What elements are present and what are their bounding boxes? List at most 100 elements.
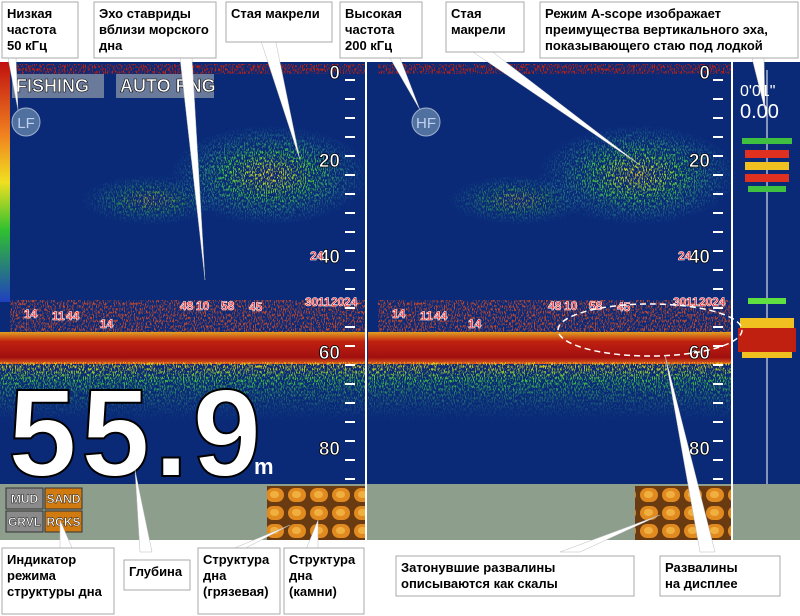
callout-text: Стая [451,6,482,21]
fish-size-label: 58 [589,299,603,313]
depth-scale-label: 0 [699,63,710,84]
fish-size-label: 45 [249,300,263,314]
callout-box [339,1,423,59]
mode-label: FISHING [16,76,89,96]
callout-box [1,547,115,615]
fish-size-label: 10 [196,299,210,313]
callout-box [283,547,365,615]
callout-text: Режим A-scope изображает [545,6,721,21]
depth-scale-label: 20 [319,151,340,172]
fish-size-label: 30 [305,295,319,309]
depth-scale-label: 40 [689,247,710,268]
callout-box [539,1,799,59]
seabed [368,332,733,364]
fish-size-label: 44 [434,309,448,323]
mode-box [12,74,104,98]
callout-text: преимущества вертикального эха, [545,22,768,37]
callout-text: Стая макрели [231,6,320,21]
callout-text: Индикатор [7,552,76,567]
depth-scale-label: 80 [319,439,340,460]
callout-box [445,1,525,53]
fish-size-label: 11 [686,295,699,309]
callout-text: Низкая [7,6,52,21]
depth-scale-label: 40 [319,247,340,268]
freq-badge [411,107,441,137]
ascope-echo [738,138,796,358]
callout-text: дна [99,38,123,53]
fish-size-label: 24 [712,295,726,309]
callout-text: Высокая [345,6,402,21]
depth-scale-label: 60 [319,343,340,364]
range-box [116,74,214,98]
callout-box [93,1,217,59]
fish-school [80,175,220,225]
callout-text: вблизи морского [99,22,209,37]
callout-text: режима [7,568,57,583]
callout-text: Структура [289,552,356,567]
callout-box [659,555,781,597]
callout-text: Эхо ставриды [99,6,191,21]
callout-text: дна [289,568,313,583]
color-scale [0,62,10,302]
fish-size-label: 48 [180,299,194,313]
fish-size-label: 11 [52,309,65,323]
fish-size-label: 24 [310,249,324,263]
callout-text: показывающего стаю под лодкой [545,38,763,53]
bottom-type-box [5,487,44,510]
freq-label: LF [17,115,35,132]
fish-size-label: 58 [221,299,235,313]
depth-unit: m [254,454,274,479]
bottom-type-box [44,487,83,510]
callout-box [395,555,635,597]
fish-school [448,175,588,225]
depth-scale-label: 60 [689,343,710,364]
fish-size-label: 44 [66,309,80,323]
seabed [0,332,365,364]
callout-text: (грязевая) [203,584,269,599]
callout-text: частота [7,22,57,37]
fish-size-label: 20 [331,295,345,309]
callout-text: описываются как скалы [401,576,558,591]
fish-size-label: 30 [673,295,687,309]
bottom-type-box [5,510,44,533]
callout-text: 50 кГц [7,38,47,53]
ascope-depth: 0'01" [740,83,775,100]
callout-text: Развалины [665,560,738,575]
depth-readout: 55.9 [8,365,265,503]
callout-text: (камни) [289,584,337,599]
fish-size-label: 11 [318,295,331,309]
callout-text: дна [203,568,227,583]
bottom-type-label: SAND [46,492,80,506]
fish-size-label: 24 [344,295,358,309]
fish-size-label: 11 [420,309,433,323]
fish-size-label: 14 [392,307,406,321]
callout-text: Структура [203,552,270,567]
callout-text: Глубина [129,564,183,579]
freq-badge [11,107,41,137]
wreck-highlight [557,303,743,357]
fish-size-label: 14 [24,307,38,321]
bottom-type-label: GRVL [8,515,41,529]
callout-text: структуры дна [7,584,103,599]
fish-size-label: 45 [617,300,631,314]
callout-box [1,1,79,59]
depth-scale-label: 20 [689,151,710,172]
callout-text: Затонувшие развалины [401,560,555,575]
callout-text: частота [345,22,395,37]
callout-text: 200 кГц [345,38,392,53]
fish-size-label: 14 [468,317,482,331]
fish-size-label: 24 [678,249,692,263]
bottom-type-label: RCKS [46,515,80,529]
callout-box [123,559,191,591]
ascope-value: 0.00 [740,101,779,123]
fish-size-label: 14 [100,317,114,331]
fish-size-label: 48 [548,299,562,313]
surface-echo [378,64,733,74]
sub-bottom [0,362,365,422]
depth-scale-label: 0 [329,63,340,84]
freq-label: HF [416,115,436,132]
rock-texture [635,486,732,540]
depth-scale-label: 80 [689,439,710,460]
